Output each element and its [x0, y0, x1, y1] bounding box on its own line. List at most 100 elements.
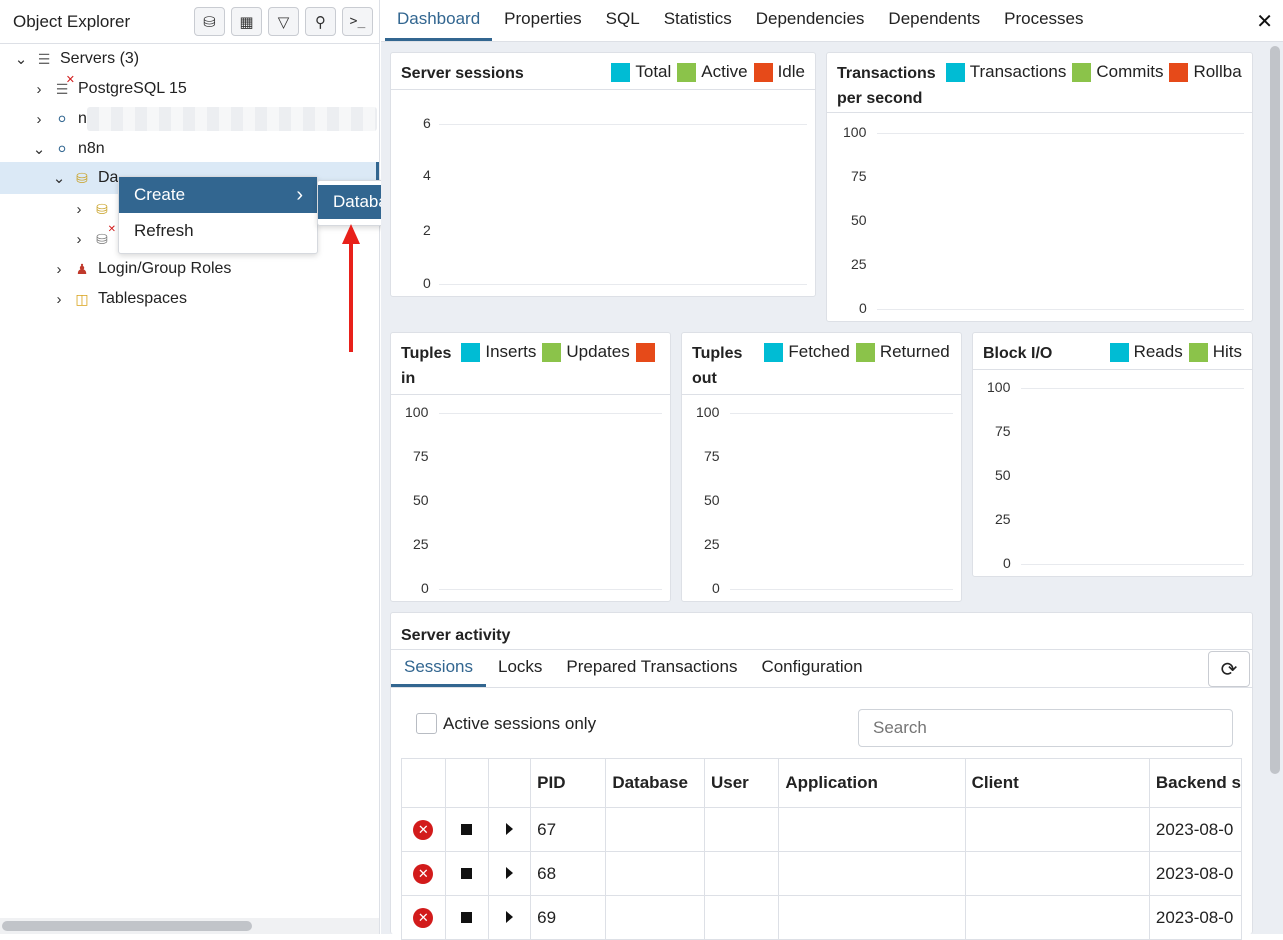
tab-prepared-transactions[interactable]: Prepared Transactions	[554, 657, 749, 687]
tab-processes[interactable]: Processes	[992, 9, 1095, 41]
y-tick: 0	[423, 275, 431, 291]
grid-line	[730, 413, 953, 414]
y-tick: 50	[995, 467, 1011, 483]
horizontal-scrollbar[interactable]	[0, 918, 379, 934]
column-header-backend-start[interactable]: Backend s	[1149, 759, 1241, 808]
chevron-down-icon[interactable]: ⌄	[50, 169, 68, 187]
column-header-user[interactable]: User	[704, 759, 778, 808]
y-tick: 100	[405, 404, 428, 420]
tree-node-postgresql-15[interactable]: › ☰✕ PostgreSQL 15	[30, 74, 187, 104]
tab-locks[interactable]: Locks	[486, 657, 554, 687]
context-menu-label: Refresh	[134, 221, 194, 241]
tree-node-server-redacted[interactable]: › ⚪ n	[30, 104, 377, 134]
tab-configuration[interactable]: Configuration	[749, 657, 874, 687]
table-header-row: PID Database User Application Client Bac…	[402, 759, 1242, 808]
context-menu-label: Create	[134, 185, 185, 205]
databases-icon: ⛁	[72, 168, 92, 188]
y-tick: 2	[423, 222, 431, 238]
tree-node-login-group-roles[interactable]: › ♟ Login/Group Roles	[50, 254, 231, 284]
filter-rows-button[interactable]: ▽	[268, 7, 299, 36]
grid-line	[1021, 564, 1244, 565]
tab-sessions[interactable]: Sessions	[391, 657, 486, 687]
database-cell	[606, 896, 705, 940]
annotation-arrow	[349, 228, 353, 352]
chevron-right-icon[interactable]: ›	[70, 201, 88, 218]
query-tool-button[interactable]: ⛁	[194, 7, 225, 36]
expand-cell	[488, 808, 530, 852]
active-sessions-label: Active sessions only	[443, 714, 596, 734]
stop-query-icon[interactable]	[461, 912, 472, 923]
psql-tool-button[interactable]: >_	[342, 7, 373, 36]
expand-row-icon[interactable]	[506, 867, 513, 879]
folder-icon: ◫	[72, 289, 92, 309]
y-tick: 4	[423, 167, 431, 183]
grid-line	[730, 589, 953, 590]
y-tick: 75	[995, 423, 1011, 439]
horizontal-scrollbar-thumb[interactable]	[2, 921, 252, 931]
terminate-session-icon[interactable]: ✕	[413, 864, 433, 884]
grid-line	[877, 133, 1244, 134]
column-header-pid[interactable]: PID	[531, 759, 606, 808]
legend-swatch	[636, 343, 655, 362]
chevron-down-icon[interactable]: ⌄	[30, 140, 48, 158]
chevron-right-icon: ›	[296, 184, 303, 207]
column-header-client[interactable]: Client	[965, 759, 1149, 808]
chevron-right-icon[interactable]: ›	[50, 261, 68, 278]
tree-node-database-1[interactable]: › ⛁	[70, 194, 118, 224]
close-icon[interactable]: ✕	[1256, 9, 1273, 34]
column-header-actions	[488, 759, 530, 808]
tab-dashboard[interactable]: Dashboard	[385, 9, 492, 41]
tab-sql[interactable]: SQL	[594, 9, 652, 41]
tab-statistics[interactable]: Statistics	[652, 9, 744, 41]
legend-swatch	[542, 343, 561, 362]
column-header-database[interactable]: Database	[606, 759, 705, 808]
tree-node-servers[interactable]: ⌄ ☰ Servers (3)	[12, 44, 139, 74]
cancel-cell	[445, 896, 488, 940]
chevron-right-icon[interactable]: ›	[30, 81, 48, 98]
terminate-session-icon[interactable]: ✕	[413, 908, 433, 928]
stop-query-icon[interactable]	[461, 824, 472, 835]
database-disconnected-icon: ⛁✕	[92, 229, 112, 249]
view-data-button[interactable]: ▦	[231, 7, 262, 36]
column-header-application[interactable]: Application	[779, 759, 965, 808]
expand-row-icon[interactable]	[506, 823, 513, 835]
chevron-down-icon[interactable]: ⌄	[12, 50, 30, 68]
chart-legend: Reads Hits	[1104, 341, 1242, 363]
servers-icon: ☰	[34, 49, 54, 69]
active-sessions-checkbox[interactable]	[416, 713, 437, 734]
search-input[interactable]	[858, 709, 1233, 747]
pid-cell: 68	[531, 852, 606, 896]
legend-swatch	[1110, 343, 1129, 362]
chart-legend: Total Active Idle	[605, 61, 805, 83]
expand-row-icon[interactable]	[506, 911, 513, 923]
tree-node-n8n[interactable]: ⌄ ⚪ n8n	[30, 134, 105, 164]
tab-properties[interactable]: Properties	[492, 9, 593, 41]
application-cell	[779, 896, 965, 940]
y-tick: 75	[851, 168, 867, 184]
refresh-button[interactable]: ⟳	[1208, 651, 1250, 687]
terminate-session-icon[interactable]: ✕	[413, 820, 433, 840]
search-objects-button[interactable]: ⚲	[305, 7, 336, 36]
tab-dependents[interactable]: Dependents	[876, 9, 992, 41]
chevron-right-icon[interactable]: ›	[70, 231, 88, 248]
terminate-cell: ✕	[402, 896, 446, 940]
stop-query-icon[interactable]	[461, 868, 472, 879]
tab-dependencies[interactable]: Dependencies	[744, 9, 877, 41]
database-cell	[606, 852, 705, 896]
legend-swatch	[946, 63, 965, 82]
y-tick: 0	[859, 300, 867, 316]
chevron-right-icon[interactable]: ›	[30, 111, 48, 128]
vertical-scrollbar[interactable]	[1270, 46, 1280, 774]
chevron-right-icon[interactable]: ›	[50, 291, 68, 308]
legend-swatch	[611, 63, 630, 82]
client-cell	[965, 852, 1149, 896]
tree-node-tablespaces[interactable]: › ◫ Tablespaces	[50, 284, 187, 314]
card-title: Server sessions	[401, 61, 524, 86]
context-menu-refresh[interactable]: Refresh	[119, 213, 317, 249]
tree-node-database-2[interactable]: › ⛁✕	[70, 224, 118, 254]
legend-label: Transactions	[970, 61, 1067, 83]
context-menu-create[interactable]: Create ›	[119, 177, 317, 213]
